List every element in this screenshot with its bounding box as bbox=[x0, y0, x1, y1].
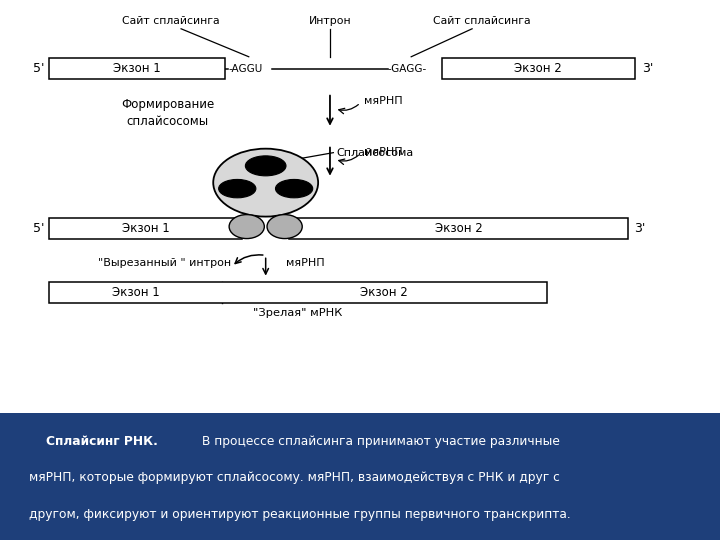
Text: Сайт сплайсинга: Сайт сплайсинга bbox=[433, 16, 531, 26]
Text: Экзон 1: Экзон 1 bbox=[113, 62, 161, 75]
Text: мяРНП: мяРНП bbox=[364, 147, 402, 157]
Text: мяРНП: мяРНП bbox=[286, 258, 325, 268]
Text: -GAGG-: -GAGG- bbox=[387, 64, 427, 74]
Text: мяРНП: мяРНП bbox=[364, 96, 402, 106]
Ellipse shape bbox=[213, 148, 318, 217]
Text: Экзон 2: Экзон 2 bbox=[514, 62, 562, 75]
Text: Экзон 1: Экзон 1 bbox=[112, 286, 159, 299]
Text: мяРНП, которые формируют сплайсосому. мяРНП, взаимодействуя с РНК и друг с: мяРНП, которые формируют сплайсосому. мя… bbox=[29, 471, 559, 484]
Ellipse shape bbox=[267, 214, 302, 239]
Text: Сплайсосома: Сплайсосома bbox=[337, 147, 414, 158]
Bar bbox=[441, 58, 634, 79]
Text: Экзон 2: Экзон 2 bbox=[435, 222, 482, 235]
Text: Экзон 2: Экзон 2 bbox=[360, 286, 408, 299]
Text: -AGGU: -AGGU bbox=[228, 64, 263, 74]
Text: другом, фиксируют и ориентируют реакционные группы первичного транскрипта.: другом, фиксируют и ориентируют реакцион… bbox=[29, 508, 570, 521]
Bar bbox=[49, 58, 225, 79]
Ellipse shape bbox=[276, 179, 312, 198]
Bar bbox=[289, 218, 628, 239]
Ellipse shape bbox=[246, 156, 286, 176]
Ellipse shape bbox=[219, 179, 256, 198]
Text: 3': 3' bbox=[642, 62, 654, 75]
Bar bbox=[49, 218, 242, 239]
Text: 3': 3' bbox=[634, 222, 646, 235]
Text: "Зрелая" мРНК: "Зрелая" мРНК bbox=[253, 308, 343, 318]
Text: Формирование
сплайсосомы: Формирование сплайсосомы bbox=[121, 98, 214, 127]
Text: В процессе сплайсинга принимают участие различные: В процессе сплайсинга принимают участие … bbox=[198, 435, 560, 448]
Text: Интрон: Интрон bbox=[309, 16, 351, 26]
Text: "Вырезанный " интрон: "Вырезанный " интрон bbox=[98, 258, 230, 268]
Text: Сайт сплайсинга: Сайт сплайсинга bbox=[122, 16, 220, 26]
Bar bbox=[49, 282, 546, 303]
Text: Сплайсинг РНК.: Сплайсинг РНК. bbox=[29, 435, 158, 448]
Ellipse shape bbox=[229, 214, 264, 239]
Text: Экзон 1: Экзон 1 bbox=[122, 222, 169, 235]
Text: 5': 5' bbox=[33, 62, 45, 75]
Text: 5': 5' bbox=[33, 222, 45, 235]
